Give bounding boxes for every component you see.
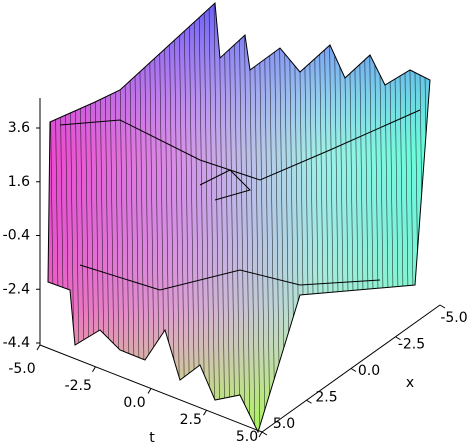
t-tick-label: 2.5: [180, 412, 202, 428]
mesh-line: [173, 3, 181, 432]
mesh-line: [238, 3, 246, 432]
t-tick-label: 0.0: [123, 395, 145, 411]
mesh-line: [248, 3, 256, 432]
x-tick: [395, 336, 401, 341]
t-tick-label: -5.0: [8, 361, 35, 377]
t-axis-label: t: [149, 430, 155, 446]
mesh-line: [263, 3, 271, 432]
z-tick-label: -0.4: [3, 228, 30, 244]
x-axis-label: x: [406, 375, 414, 391]
surface-ridge: [79, 264, 381, 291]
mesh-line: [434, 0, 440, 440]
mesh-line: [253, 3, 261, 432]
mesh-line: [423, 3, 430, 432]
x-tick: [306, 399, 312, 404]
mesh-line: [198, 3, 206, 432]
t-tick: [147, 388, 152, 394]
surface-edges: [47, 1, 431, 434]
mesh-line: [258, 3, 266, 432]
z-tick-label: -2.4: [3, 281, 30, 297]
x-tick-label: 5.0: [273, 416, 295, 432]
z-tick-label: 3.6: [8, 120, 30, 136]
x-tick-label: -2.5: [398, 337, 425, 353]
mesh-line: [213, 3, 221, 432]
surface-ridge: [199, 169, 251, 201]
t-tick: [92, 366, 96, 373]
t-tick: [258, 431, 263, 438]
x-tick: [350, 368, 357, 372]
x-tick-label: 0.0: [358, 363, 380, 379]
x-tick-label: 2.5: [315, 390, 337, 406]
mesh-line: [178, 3, 186, 432]
mesh-line: [203, 3, 211, 432]
x-tick-label: -5.0: [440, 310, 467, 326]
mesh-line: [208, 3, 216, 432]
surface: [48, 0, 445, 440]
mesh-line: [188, 3, 196, 432]
mesh-line: [228, 3, 236, 432]
z-tick-label: 1.6: [8, 174, 30, 190]
mesh-line: [218, 3, 226, 432]
mesh-line: [183, 3, 191, 432]
mesh-line: [243, 3, 251, 432]
mesh-line: [439, 0, 445, 440]
x-tick: [439, 304, 446, 309]
t-tick-label: -2.5: [65, 378, 92, 394]
t-tick-label: 5.0: [236, 429, 258, 445]
x-tick: [261, 431, 268, 436]
mesh-line: [428, 3, 430, 432]
surface-outline: [47, 1, 431, 434]
t-tick: [203, 409, 207, 416]
mesh-line: [233, 3, 241, 432]
mesh-line: [223, 3, 231, 432]
t-tick: [36, 344, 41, 351]
z-tick-label: -4.4: [3, 335, 30, 351]
mesh-line: [268, 3, 276, 432]
